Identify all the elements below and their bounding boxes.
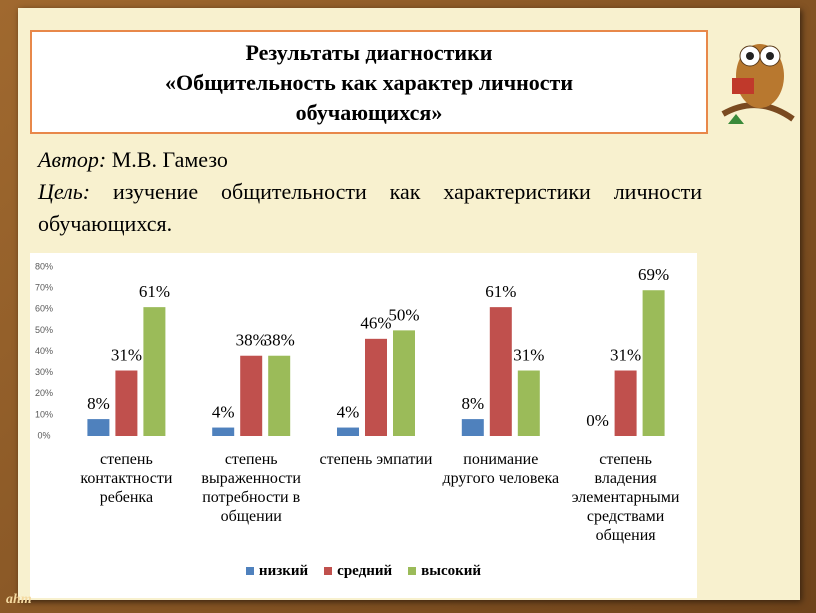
legend-swatch: [408, 567, 417, 575]
value-label: 31%: [111, 345, 142, 364]
value-label: 38%: [236, 331, 267, 350]
y-tick-label: 20%: [35, 388, 53, 398]
value-label: 8%: [461, 394, 484, 413]
value-label: 31%: [610, 345, 641, 364]
bar: [393, 330, 415, 436]
value-label: 50%: [388, 305, 419, 324]
x-tick-label: степень владения элементарными средствам…: [571, 451, 680, 544]
bar: [87, 419, 110, 436]
legend-label: низкий: [258, 563, 309, 579]
author-row: Автор: М.В. Гамезо: [38, 144, 702, 176]
title-line: обучающихся»: [295, 100, 443, 125]
y-tick-label: 30%: [35, 367, 53, 377]
value-label: 61%: [139, 282, 170, 301]
x-tick-label: степень эмпатии: [319, 451, 433, 468]
author: М.В. Гамезо: [111, 147, 228, 172]
bar: [115, 370, 138, 436]
bar: [517, 370, 540, 436]
x-tick-label: степень выраженности потребности в общен…: [201, 451, 301, 525]
plot: 0%10%20%30%40%50%60%70%80%8%31%61%4%38%3…: [35, 261, 669, 440]
value-label: 8%: [87, 394, 110, 413]
goal-label: Цель:: [38, 179, 91, 204]
owl-decoration: [721, 44, 795, 124]
value-label: 46%: [360, 314, 391, 333]
value-label: 38%: [264, 331, 295, 350]
value-label: 31%: [513, 345, 544, 364]
goal-row: Цель: изучение общительности как характе…: [38, 176, 702, 240]
y-tick-label: 60%: [35, 304, 53, 314]
x-tick-label: понимание другого человека: [442, 451, 560, 487]
x-tick-label: степень контактности ребенка: [80, 451, 173, 506]
bar: [461, 419, 484, 436]
value-label: 61%: [485, 282, 516, 301]
bar: [212, 427, 235, 436]
bar: [489, 307, 512, 436]
legend-item: средний: [324, 563, 392, 580]
y-tick-label: 80%: [35, 261, 53, 271]
bar: [143, 307, 166, 436]
legend-swatch: [245, 567, 254, 575]
legend-item: высокий: [408, 563, 481, 580]
y-tick-label: 50%: [35, 325, 53, 335]
chart: 0% 10% 20% 30% 40% 50% 60% 70% 80% 8% 31% 61% 4% 38% 3…: [30, 253, 697, 598]
legend: низкий средний высокий: [30, 563, 697, 580]
value-label: 4%: [337, 402, 360, 421]
author-label: Автор:: [38, 147, 107, 172]
legend-item: низкий: [245, 563, 309, 580]
bar: [642, 290, 665, 436]
bar: [240, 355, 263, 436]
value-label: 0%: [586, 411, 609, 430]
y-tick-label: 10%: [35, 409, 53, 419]
title-box: Результаты диагностики «Общительность ка…: [30, 30, 708, 134]
info: Автор: М.В. Гамезо Цель: изучение общите…: [38, 144, 702, 240]
bar: [614, 370, 637, 436]
legend-swatch: [324, 567, 333, 575]
bar: [337, 427, 359, 436]
y-tick-label: 40%: [35, 346, 53, 356]
legend-label: средний: [337, 563, 393, 579]
bar: [268, 355, 291, 436]
y-tick-label: 0%: [37, 430, 50, 440]
watermark: ahm: [6, 592, 32, 607]
title-line: «Общительность как характер личности: [164, 70, 574, 95]
value-label: 4%: [212, 402, 235, 421]
goal: изучение общительности как характеристик…: [38, 179, 702, 236]
value-label: 69%: [638, 265, 669, 284]
bar: [365, 338, 387, 436]
legend-label: высокий: [421, 563, 482, 579]
y-tick-label: 70%: [35, 283, 53, 293]
title-line: Результаты диагностики: [245, 40, 493, 65]
